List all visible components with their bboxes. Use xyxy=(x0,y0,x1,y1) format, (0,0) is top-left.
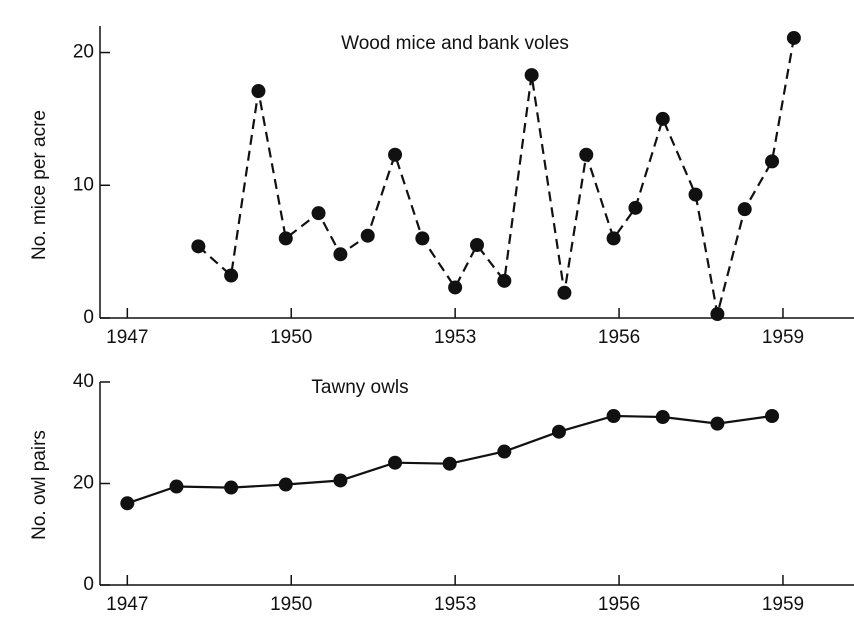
data-point xyxy=(333,247,348,262)
data-point xyxy=(786,30,801,45)
data-point xyxy=(448,280,463,295)
data-point xyxy=(470,238,484,252)
chart-title: Tawny owls xyxy=(311,377,408,398)
y-tick-label: 0 xyxy=(83,307,94,328)
data-point xyxy=(388,147,403,162)
data-point xyxy=(311,206,326,221)
data-point xyxy=(388,455,403,470)
data-point xyxy=(557,285,572,300)
data-point xyxy=(655,410,670,425)
data-point xyxy=(360,228,375,243)
data-point xyxy=(688,187,703,202)
data-point xyxy=(765,154,780,169)
y-tick-label: 20 xyxy=(73,42,94,63)
x-tick-label: 1947 xyxy=(106,594,148,615)
data-point xyxy=(442,456,457,471)
data-point xyxy=(710,416,725,431)
data-point xyxy=(628,200,643,215)
data-point xyxy=(579,147,594,162)
data-point xyxy=(224,268,239,283)
data-point xyxy=(737,202,752,217)
data-point xyxy=(765,409,780,424)
data-point xyxy=(524,68,539,83)
data-point xyxy=(224,480,239,495)
x-tick-label: 1947 xyxy=(106,327,148,348)
data-point xyxy=(191,239,206,254)
data-point xyxy=(606,409,621,424)
y-tick-label: 0 xyxy=(83,574,94,595)
chart-title: Wood mice and bank voles xyxy=(341,33,569,54)
x-tick-label: 1956 xyxy=(598,327,640,348)
data-point xyxy=(655,111,670,126)
y-tick-label: 20 xyxy=(73,473,94,494)
data-line xyxy=(197,37,795,315)
x-tick-label: 1950 xyxy=(270,327,312,348)
data-point xyxy=(169,479,184,494)
data-point xyxy=(278,477,293,492)
data-point xyxy=(333,473,348,488)
x-tick-label: 1956 xyxy=(598,594,640,615)
y-axis-label: No. owl pairs xyxy=(29,430,50,540)
y-tick-label: 10 xyxy=(73,174,94,195)
data-point xyxy=(497,444,512,459)
y-tick-label: 40 xyxy=(73,371,94,392)
data-point xyxy=(120,496,135,511)
x-tick-label: 1953 xyxy=(434,594,476,615)
x-tick-label: 1953 xyxy=(434,327,476,348)
data-point xyxy=(251,84,266,99)
data-point xyxy=(278,231,293,246)
data-point xyxy=(551,424,566,439)
x-tick-label: 1959 xyxy=(762,327,804,348)
data-point xyxy=(710,307,725,322)
data-point xyxy=(497,273,512,288)
data-point xyxy=(606,231,621,246)
x-tick-label: 1950 xyxy=(270,594,312,615)
x-tick-label: 1959 xyxy=(762,594,804,615)
data-point xyxy=(415,231,430,246)
y-axis-label: No. mice per acre xyxy=(29,110,50,260)
